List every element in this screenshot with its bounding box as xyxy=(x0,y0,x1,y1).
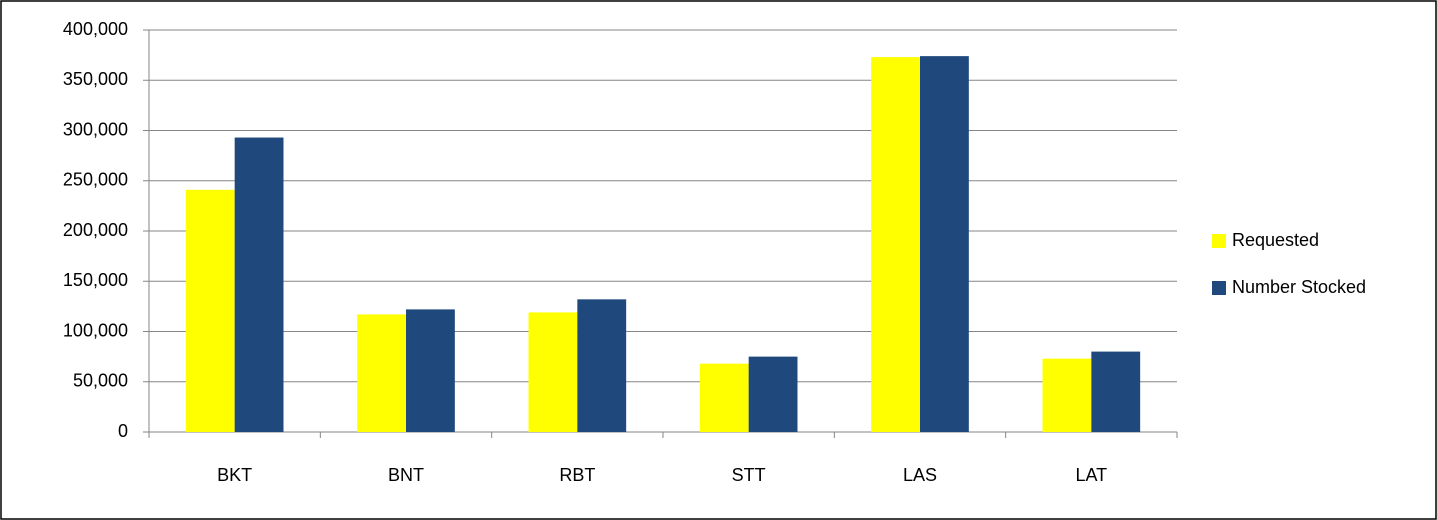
legend-label: Requested xyxy=(1232,230,1319,250)
bar xyxy=(406,309,455,432)
bar xyxy=(528,312,578,432)
x-tick-label: LAS xyxy=(903,465,937,485)
bar xyxy=(871,57,920,432)
x-tick-label: LAT xyxy=(1075,465,1107,485)
y-tick-label: 250,000 xyxy=(63,170,128,190)
y-tick-label: 300,000 xyxy=(63,119,128,139)
bar xyxy=(1091,351,1141,432)
y-tick-label: 100,000 xyxy=(63,320,128,340)
y-tick-label: 350,000 xyxy=(63,69,128,89)
legend-swatch xyxy=(1212,281,1226,295)
bar xyxy=(920,56,969,432)
legend-swatch xyxy=(1212,234,1226,248)
legend-label: Number Stocked xyxy=(1232,277,1366,297)
bar xyxy=(185,189,235,432)
y-tick-label: 0 xyxy=(118,421,128,441)
bar xyxy=(699,363,749,432)
bar xyxy=(357,314,406,432)
y-tick-label: 50,000 xyxy=(73,371,128,391)
y-tick-label: 400,000 xyxy=(63,19,128,39)
y-tick-label: 150,000 xyxy=(63,270,128,290)
bar xyxy=(1042,358,1092,432)
x-tick-label: STT xyxy=(732,465,766,485)
x-tick-label: BNT xyxy=(388,465,424,485)
y-tick-label: 200,000 xyxy=(63,220,128,240)
bar xyxy=(234,137,284,432)
x-tick-label: BKT xyxy=(217,465,252,485)
x-tick-label: RBT xyxy=(559,465,595,485)
bar xyxy=(577,299,627,432)
bar xyxy=(748,356,798,432)
